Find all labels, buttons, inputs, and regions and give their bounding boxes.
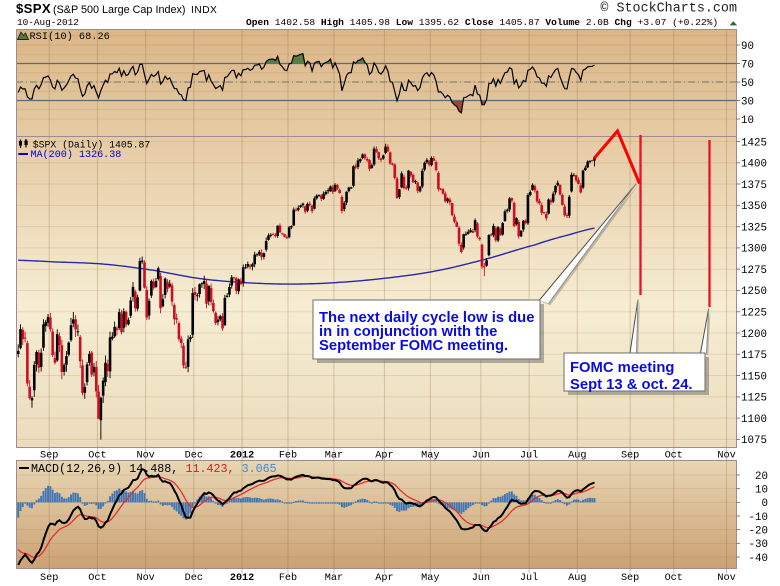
svg-text:Apr: Apr [375, 451, 393, 462]
svg-text:Sep: Sep [40, 451, 58, 462]
svg-text:Aug: Aug [568, 451, 586, 462]
svg-text:70: 70 [741, 59, 754, 71]
svg-text:Apr: Apr [375, 573, 393, 584]
svg-text:Mar: Mar [325, 451, 343, 462]
svg-text:Feb: Feb [279, 450, 297, 462]
svg-text:FOMC meeting: FOMC meeting [570, 360, 674, 376]
svg-text:Oct: Oct [665, 573, 683, 584]
svg-text:1300: 1300 [741, 244, 767, 256]
svg-text:INDX: INDX [191, 5, 217, 16]
svg-text:The next daily cycle low is du: The next daily cycle low is due [319, 310, 534, 326]
svg-text:Dec: Dec [185, 451, 203, 462]
svg-text:1275: 1275 [741, 265, 767, 277]
svg-text:© StockCharts.com: © StockCharts.com [600, 2, 737, 17]
svg-text:11.423,: 11.423, [185, 462, 234, 476]
svg-text:Dec: Dec [185, 573, 203, 584]
svg-text:1250: 1250 [741, 286, 767, 298]
svg-text:Nov: Nov [717, 451, 735, 462]
svg-text:50: 50 [741, 78, 754, 90]
svg-text:90: 90 [741, 41, 754, 53]
svg-text:RSI(10) 68.26: RSI(10) 68.26 [30, 31, 110, 43]
svg-text:-20: -20 [749, 525, 768, 537]
svg-text:Open 1402.58 High 1405.98 Low: Open 1402.58 High 1405.98 Low 1395.62 Cl… [246, 17, 718, 28]
svg-text:Nov: Nov [136, 573, 154, 584]
svg-text:September FOMC meeting.: September FOMC meeting. [319, 338, 508, 354]
svg-text:1350: 1350 [741, 201, 767, 213]
svg-text:1150: 1150 [741, 371, 767, 383]
svg-text:Jul: Jul [520, 450, 538, 462]
svg-text:May: May [421, 573, 439, 584]
svg-text:Aug: Aug [568, 573, 586, 584]
svg-text:MACD(12,26,9) 14.488,: MACD(12,26,9) 14.488, [31, 462, 178, 476]
svg-text:10-Aug-2012: 10-Aug-2012 [17, 17, 79, 28]
svg-text:1175: 1175 [741, 350, 767, 362]
svg-text:Jun: Jun [472, 573, 490, 584]
svg-text:1125: 1125 [741, 393, 767, 405]
svg-text:May: May [421, 451, 439, 462]
svg-text:$SPX: $SPX [16, 1, 51, 16]
svg-text:Jun: Jun [472, 451, 490, 462]
svg-text:1425: 1425 [741, 137, 767, 149]
svg-text:$SPX (Daily) 1405.87: $SPX (Daily) 1405.87 [33, 140, 151, 151]
svg-text:Nov: Nov [717, 573, 735, 584]
svg-text:10: 10 [755, 484, 768, 496]
svg-text:Feb: Feb [279, 572, 297, 584]
svg-text:Oct: Oct [665, 451, 683, 462]
svg-text:1225: 1225 [741, 308, 767, 320]
svg-text:2012: 2012 [230, 451, 254, 462]
svg-text:Sept 13 & oct. 24.: Sept 13 & oct. 24. [570, 377, 693, 393]
svg-text:in in conjunction with the: in in conjunction with the [319, 324, 497, 340]
svg-text:10: 10 [741, 115, 754, 127]
svg-text:20: 20 [755, 471, 768, 483]
svg-text:1075: 1075 [741, 435, 767, 447]
svg-text:1325: 1325 [741, 222, 767, 234]
svg-text:30: 30 [741, 96, 754, 108]
svg-text:Sep: Sep [621, 451, 639, 462]
svg-text:Jul: Jul [520, 572, 538, 584]
svg-text:0: 0 [762, 498, 768, 510]
svg-text:Sep: Sep [40, 573, 58, 584]
svg-text:3.065: 3.065 [242, 462, 277, 476]
svg-text:Oct: Oct [88, 573, 106, 584]
svg-text:1200: 1200 [741, 329, 767, 341]
svg-text:2012: 2012 [230, 573, 254, 584]
svg-text:Sep: Sep [621, 573, 639, 584]
svg-text:1400: 1400 [741, 159, 767, 171]
svg-text:-40: -40 [749, 553, 768, 565]
svg-text:Mar: Mar [325, 573, 343, 584]
svg-text:-30: -30 [749, 539, 768, 551]
svg-text:(S&P 500 Large Cap Index): (S&P 500 Large Cap Index) [53, 4, 185, 16]
svg-text:1100: 1100 [741, 414, 767, 426]
svg-text:Nov: Nov [136, 451, 154, 462]
svg-text:MA(200) 1326.38: MA(200) 1326.38 [31, 149, 122, 161]
svg-text:Oct: Oct [88, 451, 106, 462]
svg-text:-10: -10 [749, 512, 768, 524]
svg-text:1375: 1375 [741, 180, 767, 192]
